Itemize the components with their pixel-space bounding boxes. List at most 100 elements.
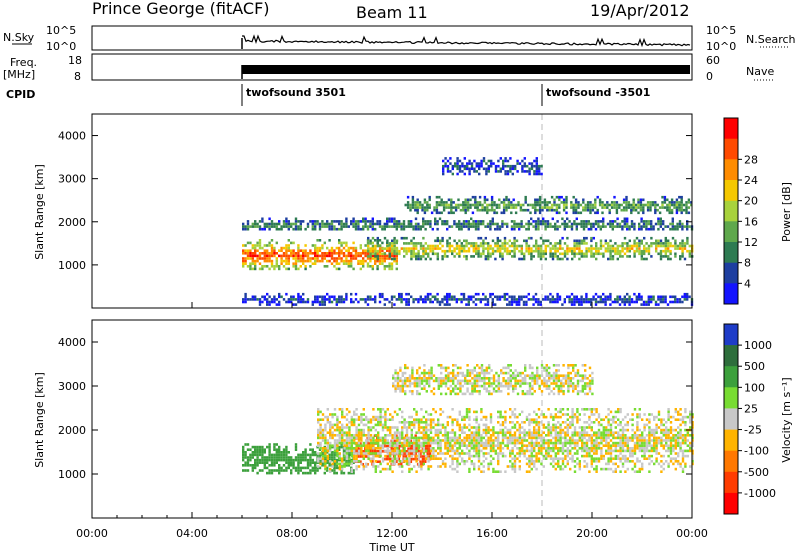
echo-cell	[547, 444, 550, 447]
echo-cell	[607, 413, 610, 416]
echo-cell	[456, 449, 459, 453]
echo-cell	[609, 249, 612, 253]
echo-cell	[465, 244, 468, 248]
echo-cell	[287, 259, 290, 263]
echo-cell	[559, 457, 562, 460]
echo-cell	[559, 244, 562, 248]
echo-cell	[623, 298, 626, 301]
echo-cell	[646, 208, 650, 212]
echo-cell	[302, 257, 305, 260]
echo-cell	[615, 206, 619, 209]
echo-cell	[475, 441, 478, 445]
echo-cell	[647, 220, 650, 223]
echo-cell	[318, 466, 322, 470]
echo-cell	[537, 444, 541, 447]
echo-cell	[318, 239, 322, 242]
echo-cell	[573, 298, 576, 301]
echo-cell	[342, 448, 346, 451]
echo-cell	[335, 220, 338, 223]
echo-cell	[664, 239, 667, 243]
echo-cell	[412, 252, 415, 256]
echo-cell	[476, 203, 479, 207]
echo-cell	[424, 257, 427, 261]
echo-cell	[450, 211, 453, 215]
echo-cell	[487, 426, 490, 429]
echo-cell	[329, 426, 332, 429]
echo-cell	[369, 447, 373, 450]
echo-cell	[561, 431, 565, 434]
echo-cell	[395, 247, 399, 250]
echo-cell	[438, 201, 441, 204]
echo-cell	[547, 408, 550, 411]
echo-cell	[417, 421, 421, 424]
echo-cell	[518, 441, 521, 445]
echo-cell	[545, 434, 548, 437]
echo-cell	[333, 227, 336, 231]
echo-cell	[419, 255, 423, 258]
echo-cell	[658, 206, 662, 209]
echo-cell	[554, 434, 557, 437]
echo-cell	[581, 431, 584, 434]
echo-cell	[566, 428, 569, 432]
echo-cell	[611, 300, 614, 304]
echo-cell	[585, 431, 589, 434]
echo-cell	[478, 203, 482, 207]
echo-cell	[571, 249, 574, 253]
echo-cell	[379, 418, 382, 421]
echo-region-2	[242, 217, 694, 231]
echo-cell	[268, 244, 271, 247]
echo-cell	[585, 225, 588, 228]
echo-cell	[640, 257, 643, 261]
echo-cell	[599, 295, 602, 299]
echo-cell	[606, 295, 610, 299]
echo-cell	[540, 449, 543, 453]
echo-cell	[343, 452, 346, 455]
echo-cell	[323, 222, 326, 226]
echo-cell	[434, 431, 437, 434]
echo-cell	[446, 300, 449, 304]
echo-cell	[353, 449, 356, 453]
echo-cell	[494, 242, 497, 245]
echo-cell	[619, 255, 622, 258]
echo-cell	[407, 298, 410, 301]
echo-cell	[601, 206, 604, 209]
echo-cell	[374, 222, 377, 226]
echo-cell	[482, 244, 485, 248]
echo-cell	[657, 298, 660, 301]
echo-cell	[258, 227, 262, 231]
echo-cell	[537, 220, 540, 223]
echo-cell	[611, 247, 615, 250]
echo-cell	[437, 444, 440, 447]
echo-cell	[246, 461, 250, 464]
echo-cell	[372, 436, 375, 440]
echo-cell	[342, 252, 346, 255]
echo-cell	[383, 457, 386, 461]
echo-cell	[609, 292, 612, 296]
echo-cell	[617, 457, 620, 460]
echo-cell	[285, 458, 288, 462]
echo-cell	[491, 220, 494, 223]
echo-cell	[542, 415, 545, 419]
echo-cell	[508, 249, 511, 253]
echo-cell	[376, 450, 379, 453]
echo-cell	[422, 452, 425, 455]
echo-cell	[474, 292, 478, 296]
echo-cell	[482, 436, 485, 440]
echo-cell	[251, 464, 254, 467]
echo-cell	[533, 465, 536, 468]
echo-cell	[282, 225, 286, 228]
echo-cell	[326, 292, 329, 296]
echo-cell	[578, 434, 581, 437]
echo-cell	[489, 415, 493, 419]
echo-cell	[446, 431, 449, 434]
echo-cell	[566, 249, 569, 253]
echo-cell	[484, 295, 487, 299]
echo-cell	[491, 247, 495, 250]
echo-cell	[263, 249, 266, 252]
echo-cell	[417, 428, 421, 432]
echo-cell	[559, 441, 562, 445]
echo-cell	[494, 249, 497, 253]
echo-cell	[254, 448, 257, 451]
echo-cell	[539, 247, 543, 250]
echo-cell	[575, 244, 579, 248]
